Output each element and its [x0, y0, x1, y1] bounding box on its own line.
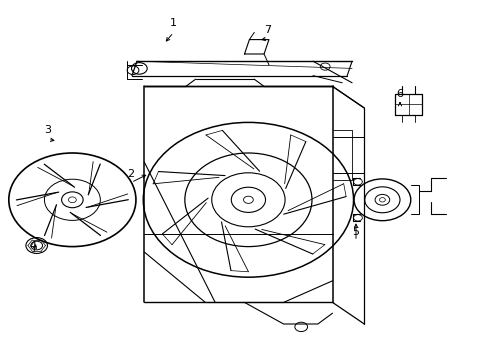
- Circle shape: [68, 197, 76, 203]
- Text: 6: 6: [396, 89, 403, 99]
- Text: 5: 5: [352, 227, 359, 237]
- Circle shape: [243, 196, 253, 203]
- Text: 1: 1: [170, 18, 177, 28]
- Text: 2: 2: [127, 168, 134, 179]
- Text: 7: 7: [264, 24, 271, 35]
- Text: 3: 3: [44, 125, 51, 135]
- Text: 4: 4: [30, 240, 37, 251]
- Circle shape: [379, 198, 385, 202]
